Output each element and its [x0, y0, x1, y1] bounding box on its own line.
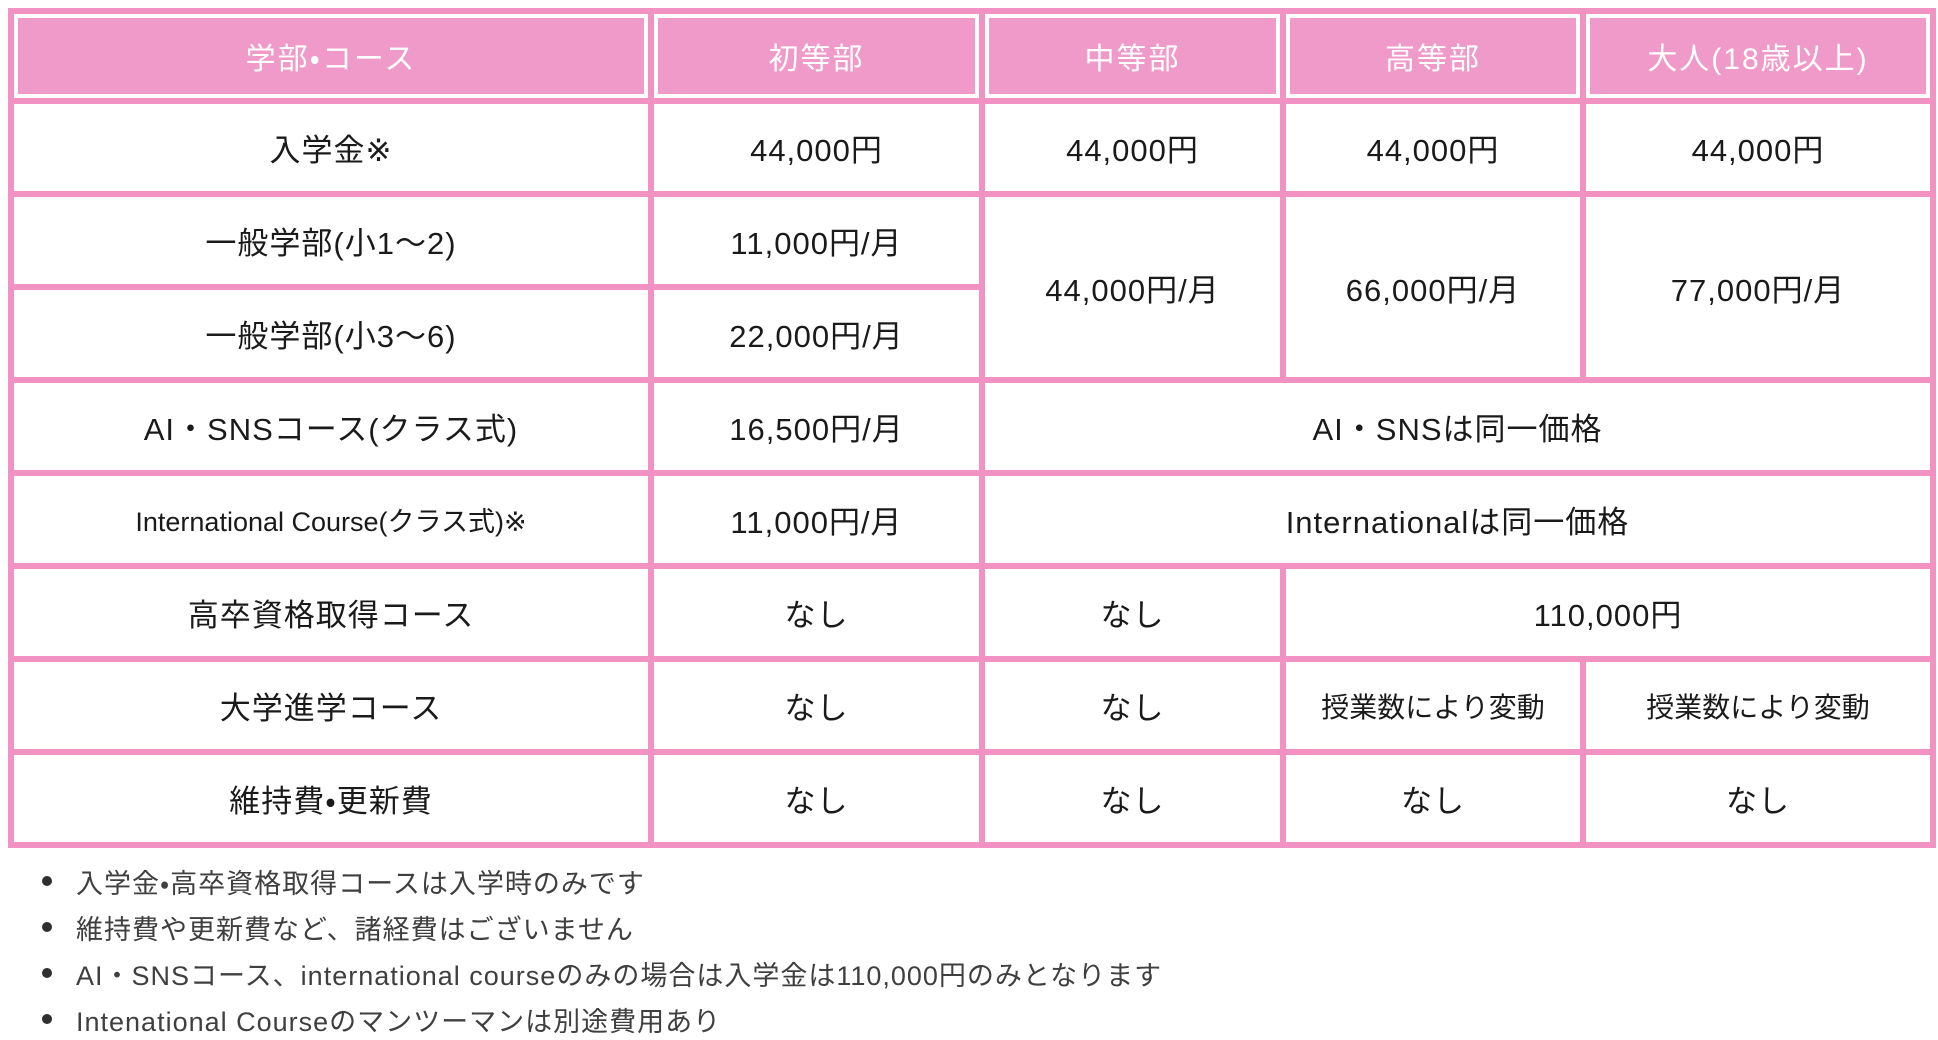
fee-cell: 授業数により変動 [1580, 656, 1936, 755]
fee-cell: なし [979, 656, 1286, 755]
fee-cell: 44,000円 [979, 98, 1286, 197]
row-label: 一般学部(小1〜2) [8, 191, 654, 290]
table-row-ai-sns-course: AI・SNSコース(クラス式) 16,500円/月 AI・SNSは同一価格 [8, 377, 1936, 476]
row-label: 大学進学コース [8, 656, 654, 755]
fee-cell-merged: Internationalは同一価格 [979, 470, 1936, 569]
note-item: 維持費や更新費など、諸経費はございません [42, 904, 1162, 950]
column-header-senior: 高等部 [1280, 8, 1586, 104]
table-row-general-g1-2: 一般学部(小1〜2) 11,000円/月 44,000円/月 66,000円/月… [8, 191, 1936, 383]
table-row-university-prep: 大学進学コース なし なし 授業数により変動 授業数により変動 [8, 656, 1936, 755]
bullet-dot-icon [42, 876, 52, 886]
fee-cell-merged: AI・SNSは同一価格 [979, 377, 1936, 476]
fee-cell: 11,000円/月 [648, 191, 985, 290]
fee-cell: なし [979, 749, 1286, 848]
row-label: International Course(クラス式)※ [8, 470, 654, 569]
notes-list: 入学金・高卒資格取得コースは入学時のみです 維持費や更新費など、諸経費はございま… [42, 858, 1162, 1040]
bullet-dot-icon [42, 968, 52, 978]
column-header-adult: 大人(18歳以上) [1580, 8, 1936, 104]
fee-cell: なし [979, 563, 1286, 662]
fee-cell: なし [1280, 749, 1586, 848]
fee-cell: 44,000円 [1580, 98, 1936, 197]
row-label: 高卒資格取得コース [8, 563, 654, 662]
fee-cell: なし [1580, 749, 1936, 848]
fee-table-header: 学部・コース 初等部 中等部 高等部 大人(18歳以上) [8, 8, 1936, 104]
fee-cell: 授業数により変動 [1280, 656, 1586, 755]
fee-cell-merged: 44,000円/月 [979, 191, 1286, 383]
bullet-dot-icon [42, 922, 52, 932]
row-label: 入学金※ [8, 98, 654, 197]
note-text: AI・SNSコース、international courseのみの場合は入学金は… [76, 960, 1163, 991]
note-item: AI・SNSコース、international courseのみの場合は入学金は… [42, 950, 1162, 996]
note-item: 入学金・高卒資格取得コースは入学時のみです [42, 858, 1162, 904]
fee-cell: 22,000円/月 [648, 284, 985, 383]
table-row-general-g3-6: 一般学部(小3〜6) 22,000円/月 [8, 284, 1933, 383]
row-label: 維持費・更新費 [8, 749, 654, 848]
row-label: AI・SNSコース(クラス式) [8, 377, 654, 476]
fee-cell: 16,500円/月 [648, 377, 985, 476]
table-row-admission-fee: 入学金※ 44,000円 44,000円 44,000円 44,000円 [8, 98, 1936, 197]
header-row: 学部・コース 初等部 中等部 高等部 大人(18歳以上) [8, 8, 1936, 104]
note-text: Intenational Courseのマンツーマンは別途費用あり [76, 1006, 722, 1037]
column-header-junior: 中等部 [979, 8, 1286, 104]
column-header-course: 学部・コース [8, 8, 654, 104]
row-label: 一般学部(小3〜6) [8, 284, 654, 383]
column-header-elementary: 初等部 [648, 8, 985, 104]
fee-cell: なし [648, 563, 985, 662]
table-row-maintenance-fee: 維持費・更新費 なし なし なし なし [8, 749, 1936, 848]
fee-cell-merged: 110,000円 [1280, 563, 1936, 662]
tuition-fee-table: 学部・コース 初等部 中等部 高等部 大人(18歳以上) 入学金※ 44,000… [8, 8, 1936, 848]
fee-cell: なし [648, 656, 985, 755]
fee-cell-merged: 77,000円/月 [1580, 191, 1936, 383]
table-row-highschool-diploma: 高卒資格取得コース なし なし 110,000円 [8, 563, 1936, 662]
fee-cell: 44,000円 [648, 98, 985, 197]
note-item: Intenational Courseのマンツーマンは別途費用あり [42, 996, 1162, 1040]
fee-cell-merged: 66,000円/月 [1280, 191, 1586, 383]
table-row-international-course: International Course(クラス式)※ 11,000円/月 In… [8, 470, 1936, 569]
note-text: 維持費や更新費など、諸経費はございません [76, 914, 634, 945]
fee-cell: 11,000円/月 [648, 470, 985, 569]
note-text: 入学金・高卒資格取得コースは入学時のみです [76, 868, 645, 899]
fee-cell: なし [648, 749, 985, 848]
fee-cell: 44,000円 [1280, 98, 1586, 197]
bullet-dot-icon [42, 1014, 52, 1024]
